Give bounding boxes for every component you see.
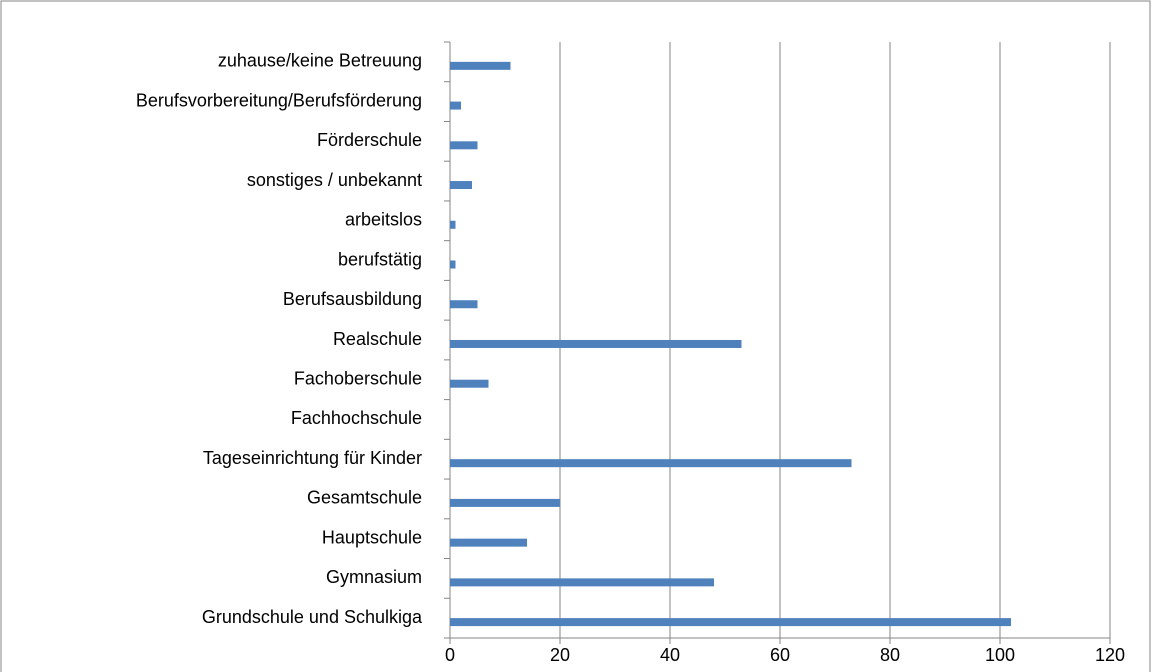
bar [450,538,527,547]
bar [450,459,852,468]
x-tick-label: 20 [550,645,570,665]
bar [450,181,472,190]
bar [450,61,511,70]
y-tick-label: berufstätig [338,249,422,269]
x-tick-label: 80 [880,645,900,665]
x-tick-label: 60 [770,645,790,665]
bar [450,339,742,348]
x-tick-label: 0 [445,645,455,665]
y-tick-label: Fachhochschule [291,408,422,428]
y-tick-label: arbeitslos [345,210,422,230]
bar [450,101,461,110]
bar [450,498,560,507]
bar [450,260,456,269]
bar [450,300,478,309]
y-tick-label: Gymnasium [326,567,422,587]
y-tick-label: Hauptschule [322,527,422,547]
y-tick-label: Fachoberschule [294,368,422,388]
bar [450,379,489,388]
y-tick-label: zuhause/keine Betreuung [218,51,422,71]
x-tick-label: 100 [985,645,1015,665]
y-tick-label: Berufsausbildung [283,289,422,309]
x-tick-label: 120 [1095,645,1125,665]
bar [450,220,456,229]
y-tick-label: Realschule [333,329,422,349]
bar [450,141,478,150]
y-tick-label: Tageseinrichtung für Kinder [203,448,422,468]
y-tick-label: Gesamtschule [307,488,422,508]
y-tick-label: Förderschule [317,130,422,150]
y-tick-label: Grundschule und Schulkiga [202,607,423,627]
y-tick-label: Berufsvorbereitung/Berufsförderung [136,90,422,110]
y-tick-label: sonstiges / unbekannt [247,170,422,190]
x-tick-label: 40 [660,645,680,665]
bar [450,578,714,587]
bar [450,618,1011,627]
